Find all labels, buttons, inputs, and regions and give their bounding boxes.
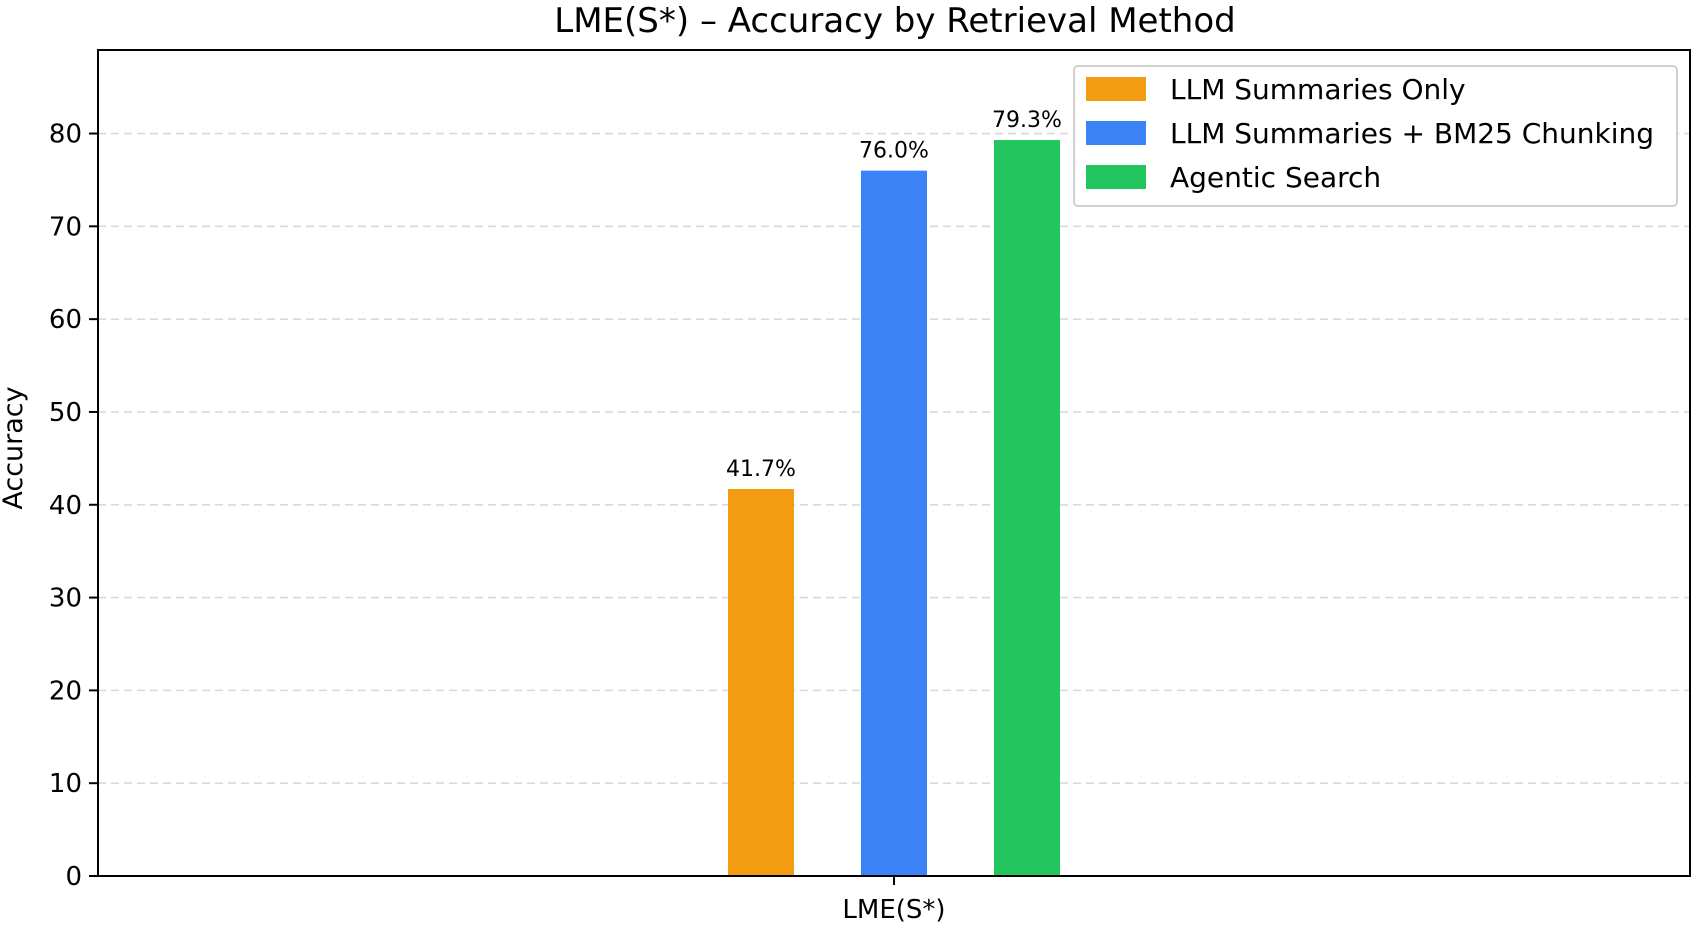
legend-swatch bbox=[1086, 165, 1146, 189]
y-tick-label: 30 bbox=[49, 584, 82, 614]
y-tick-label: 20 bbox=[49, 676, 82, 706]
y-axis-ticks: 0 10 20 30 40 50 60 70 80 bbox=[49, 120, 98, 892]
data-label: 79.3% bbox=[992, 108, 1062, 133]
legend-label: LLM Summaries Only bbox=[1170, 73, 1466, 106]
data-labels: 41.7% 76.0% 79.3% bbox=[726, 108, 1062, 482]
legend-swatch bbox=[1086, 77, 1146, 101]
x-axis-ticks: LME(S*) bbox=[842, 876, 946, 925]
legend: LLM Summaries Only LLM Summaries + BM25 C… bbox=[1073, 65, 1678, 207]
chart-title: LME(S*) – Accuracy by Retrieval Method bbox=[554, 1, 1235, 41]
y-tick-label: 0 bbox=[65, 862, 82, 892]
y-tick-label: 40 bbox=[49, 491, 82, 521]
legend-box bbox=[1073, 65, 1678, 207]
bar bbox=[994, 140, 1060, 876]
y-tick-label: 80 bbox=[49, 120, 82, 150]
y-tick-label: 50 bbox=[49, 398, 82, 428]
x-tick-label: LME(S*) bbox=[842, 895, 945, 925]
y-axis-label: Accuracy bbox=[0, 386, 29, 509]
y-tick-label: 10 bbox=[49, 769, 82, 799]
data-label: 41.7% bbox=[726, 457, 796, 482]
bar bbox=[861, 170, 927, 877]
bar bbox=[728, 488, 794, 876]
legend-items: LLM Summaries Only LLM Summaries + BM25 C… bbox=[1086, 73, 1654, 194]
data-label: 76.0% bbox=[859, 139, 929, 164]
legend-label: Agentic Search bbox=[1170, 161, 1381, 194]
legend-label: LLM Summaries + BM25 Chunking bbox=[1170, 117, 1654, 150]
bars bbox=[728, 140, 1060, 877]
y-tick-label: 60 bbox=[49, 305, 82, 335]
legend-swatch bbox=[1086, 121, 1146, 145]
y-tick-label: 70 bbox=[49, 212, 82, 242]
